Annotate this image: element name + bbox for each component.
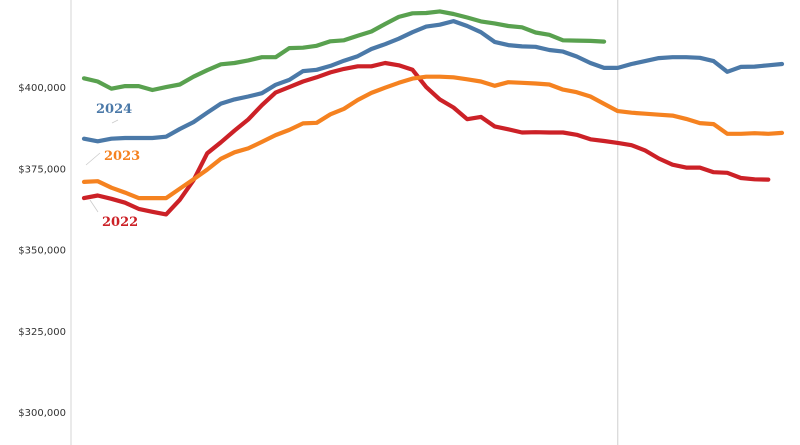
y-tick-label: $400,000 [18,83,66,94]
series-label-2023: 2023 [104,149,140,164]
y-tick-label: $350,000 [18,246,66,257]
y-axis: $300,000 $325,000 $350,000 $375,000 $400,000 [18,0,72,445]
series-label-2022: 2022 [102,215,138,230]
series-line-series-4 [81,9,607,93]
label-leader-2024 [111,119,119,124]
label-leader-2023 [85,152,101,166]
y-tick-label: $375,000 [18,164,66,175]
label-leader-2022 [89,199,99,213]
series-label-2024: 2024 [96,102,132,117]
series-label-layer: 2024 2023 2022 [85,102,140,230]
y-tick-label: $300,000 [18,408,66,419]
series-line-2024 [81,19,785,144]
series-line-2022 [81,60,771,217]
y-tick-label: $325,000 [18,327,66,338]
series-line-2023 [81,74,785,201]
series-layer [81,9,785,217]
